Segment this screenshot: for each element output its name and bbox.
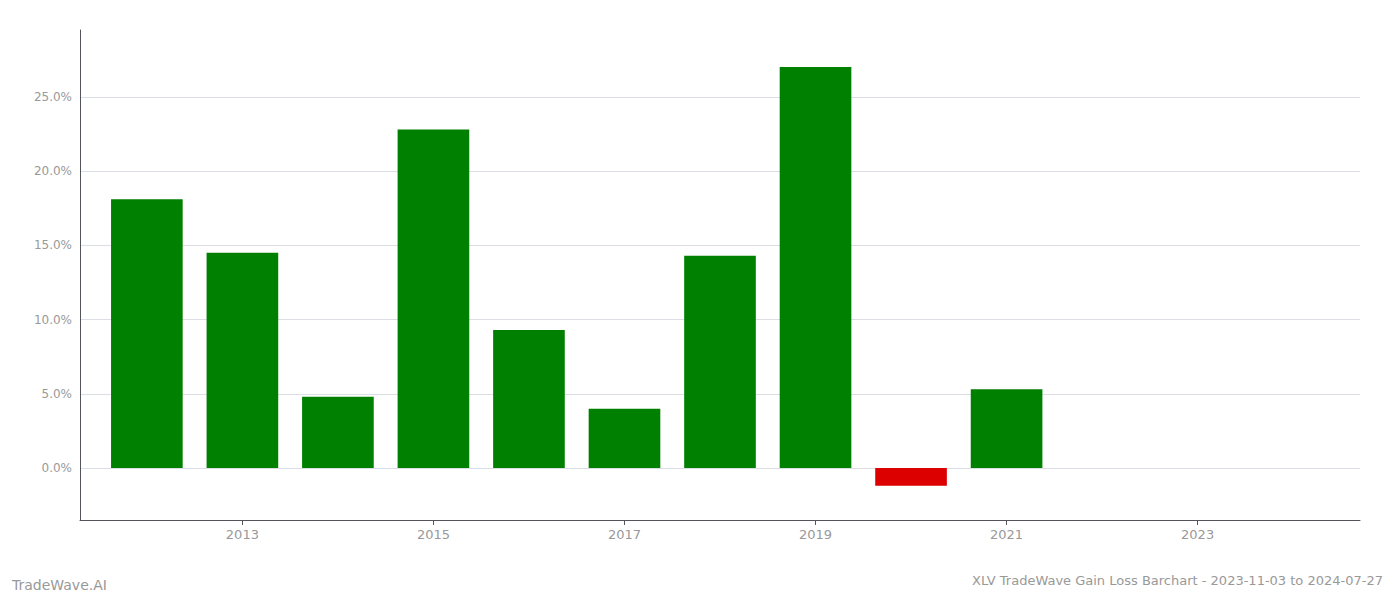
svg-text:25.0%: 25.0% <box>34 90 72 104</box>
svg-text:10.0%: 10.0% <box>34 313 72 327</box>
svg-text:XLV TradeWave Gain Loss Barcha: XLV TradeWave Gain Loss Barchart - 2023-… <box>972 573 1383 588</box>
svg-text:20.0%: 20.0% <box>34 164 72 178</box>
svg-text:2023: 2023 <box>1181 527 1214 542</box>
svg-text:TradeWave.AI: TradeWave.AI <box>11 577 107 593</box>
svg-text:2015: 2015 <box>417 527 450 542</box>
svg-text:0.0%: 0.0% <box>42 461 73 475</box>
svg-text:2019: 2019 <box>799 527 832 542</box>
svg-text:2017: 2017 <box>608 527 641 542</box>
svg-text:2021: 2021 <box>990 527 1023 542</box>
svg-text:5.0%: 5.0% <box>42 387 73 401</box>
svg-text:2013: 2013 <box>226 527 259 542</box>
svg-text:15.0%: 15.0% <box>34 238 72 252</box>
